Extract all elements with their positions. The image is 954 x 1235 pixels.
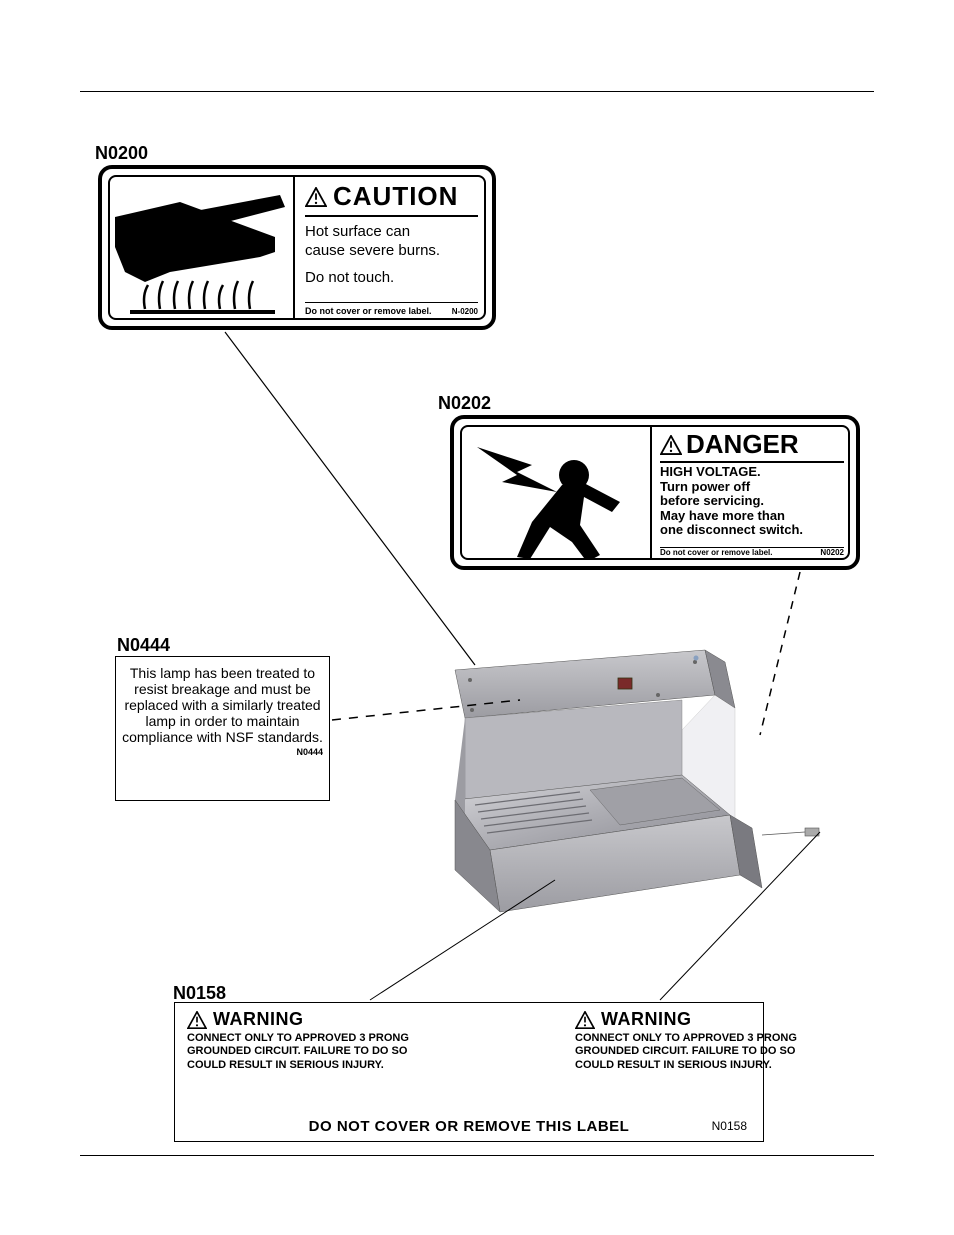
alert-triangle-icon	[305, 187, 327, 207]
n0202-body: HIGH VOLTAGE. Turn power off before serv…	[660, 465, 844, 538]
label-n0202-text: DANGER HIGH VOLTAGE. Turn power off befo…	[652, 427, 848, 558]
warning-block-right: WARNING CONNECT ONLY TO APPROVED 3 PRONG…	[575, 1009, 835, 1072]
n0200-footer-code: N-0200	[452, 307, 478, 316]
n0158-body-right: CONNECT ONLY TO APPROVED 3 PRONG GROUNDE…	[575, 1032, 835, 1072]
label-n0158: WARNING CONNECT ONLY TO APPROVED 3 PRONG…	[174, 1002, 764, 1142]
label-n0444: This lamp has been treated to resist bre…	[115, 656, 330, 801]
signal-word-warning: WARNING	[213, 1009, 304, 1030]
pictogram-hot-surface	[110, 177, 295, 318]
label-n0200-text: CAUTION Hot surface can cause severe bur…	[295, 177, 484, 318]
n0200-body: Hot surface can cause severe burns. Do n…	[305, 223, 478, 287]
page: N0200 N0202 N0444 N0158	[0, 0, 954, 1235]
rule-bottom	[80, 1155, 874, 1156]
signal-word-caution: CAUTION	[333, 181, 458, 212]
callout-n0202: N0202	[438, 393, 491, 414]
n0158-code: N0158	[712, 1119, 747, 1133]
n0200-footer-note: Do not cover or remove label.	[305, 306, 432, 316]
callout-n0200: N0200	[95, 143, 148, 164]
n0158-footer: DO NOT COVER OR REMOVE THIS LABEL	[175, 1118, 763, 1135]
label-n0200: CAUTION Hot surface can cause severe bur…	[98, 165, 496, 330]
n0158-body-left: CONNECT ONLY TO APPROVED 3 PRONG GROUNDE…	[187, 1032, 447, 1072]
signal-word-danger: DANGER	[686, 429, 799, 460]
callout-n0158: N0158	[173, 983, 226, 1004]
alert-triangle-icon	[575, 1011, 595, 1029]
alert-triangle-icon	[660, 435, 682, 455]
n0444-code: N0444	[122, 747, 323, 757]
callout-n0444: N0444	[117, 635, 170, 656]
label-n0202: DANGER HIGH VOLTAGE. Turn power off befo…	[450, 415, 860, 570]
equipment-illustration	[420, 640, 820, 920]
pictogram-electric-shock	[462, 427, 652, 558]
n0202-footer-code: N0202	[820, 548, 844, 557]
alert-triangle-icon	[187, 1011, 207, 1029]
n0444-body: This lamp has been treated to resist bre…	[122, 665, 323, 745]
signal-word-warning: WARNING	[601, 1009, 692, 1030]
warning-block-left: WARNING CONNECT ONLY TO APPROVED 3 PRONG…	[187, 1009, 447, 1072]
rule-top	[80, 91, 874, 92]
n0202-footer-note: Do not cover or remove label.	[660, 548, 772, 557]
